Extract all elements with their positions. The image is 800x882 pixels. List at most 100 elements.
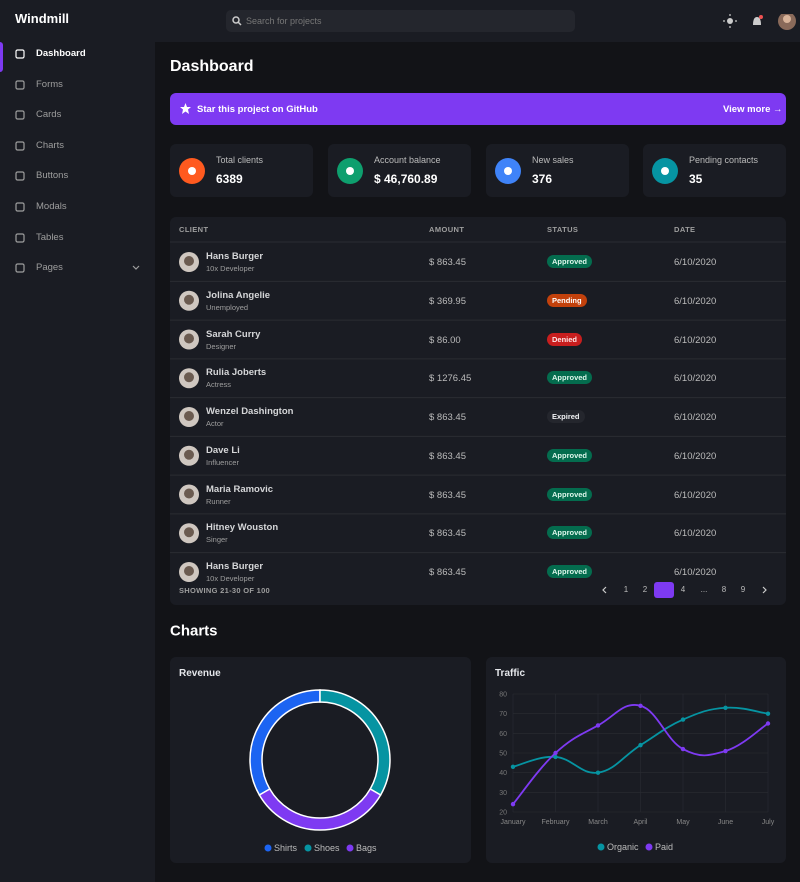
search-box[interactable] <box>226 10 575 32</box>
line-point <box>553 754 558 760</box>
y-tick-label: 60 <box>499 731 507 738</box>
nav-icon <box>15 202 25 212</box>
status-badge: Approved <box>547 487 593 501</box>
client-role: Actor <box>206 419 224 428</box>
nav-item[interactable]: Modals <box>36 201 67 212</box>
stat-value: 6389 <box>216 172 243 186</box>
nav-icon <box>15 110 25 120</box>
date: 6/10/2020 <box>674 489 717 501</box>
status-badge: Approved <box>547 565 593 578</box>
client-role: Influencer <box>206 457 239 467</box>
chevron <box>132 265 140 270</box>
amount: $ 863.45 <box>429 412 466 423</box>
column-header: STATUS <box>547 225 579 234</box>
stat-icon-glyph <box>661 167 669 175</box>
banner-link[interactable]: View more → <box>723 104 783 115</box>
status-badge: Approved <box>547 371 593 385</box>
avatar-face <box>184 488 194 499</box>
y-tick-label: 50 <box>499 751 507 758</box>
avatar-face <box>184 333 194 344</box>
client-name: Wenzel Dashington <box>206 406 294 417</box>
y-tick-label: 30 <box>499 790 507 797</box>
line-point <box>510 801 516 807</box>
amount: $ 1276.45 <box>429 373 472 385</box>
search-icon <box>232 16 242 26</box>
amount: $ 863.45 <box>429 257 466 268</box>
page-button[interactable]: 8 <box>721 585 727 594</box>
nav-item[interactable]: Dashboard <box>36 48 86 59</box>
stat-icon-glyph <box>346 167 354 175</box>
legend-label: Organic <box>607 842 639 852</box>
line-point <box>510 764 516 769</box>
doughnut-segment <box>249 689 321 797</box>
nav-item[interactable]: Buttons <box>36 170 69 181</box>
legend-swatch <box>597 843 605 851</box>
page-next <box>762 586 767 594</box>
date: 6/10/2020 <box>674 295 717 307</box>
avatar-face <box>184 256 194 266</box>
line-point <box>680 717 686 722</box>
nav-item[interactable]: Cards <box>36 109 62 120</box>
status-badge: Denied <box>547 332 583 346</box>
stat-label: Pending contacts <box>689 155 759 165</box>
page-title: Dashboard <box>170 58 254 75</box>
nav-item[interactable]: Pages <box>36 262 63 273</box>
amount: $ 86.00 <box>429 334 461 346</box>
nav-icon <box>15 80 25 90</box>
line-point <box>553 750 558 756</box>
status-badge: Pending <box>547 293 587 307</box>
nav-icon <box>15 263 25 273</box>
client-name: Dave Li <box>206 444 240 456</box>
page-button[interactable]: 4 <box>680 585 686 594</box>
brand[interactable]: Windmill <box>15 11 70 26</box>
y-tick-label: 20 <box>499 810 507 817</box>
x-tick-label: May <box>676 819 690 826</box>
nav-item[interactable]: Tables <box>36 232 64 243</box>
x-tick-label: March <box>588 819 608 826</box>
nav-icon <box>15 141 25 151</box>
column-header: CLIENT <box>179 225 209 234</box>
line-point <box>765 721 771 726</box>
amount: $ 863.45 <box>429 528 466 540</box>
client-name: Jolina Angelie <box>206 289 271 301</box>
nav-icon <box>15 49 25 59</box>
x-tick-label: February <box>541 819 570 826</box>
header-icons[interactable] <box>723 14 800 34</box>
github-banner[interactable] <box>170 93 786 125</box>
stat-label: Account balance <box>374 155 441 165</box>
avatar-face <box>184 294 194 305</box>
nav-item[interactable]: Forms <box>36 79 63 90</box>
date: 6/10/2020 <box>674 334 717 346</box>
active-page <box>654 582 674 598</box>
column-header: DATE <box>674 225 696 234</box>
page-prev <box>602 586 607 594</box>
stat-icon-glyph <box>188 167 196 175</box>
charts-heading: Charts <box>170 622 218 640</box>
avatar-face <box>184 372 194 383</box>
line-point <box>638 703 643 708</box>
date: 6/10/2020 <box>674 257 717 268</box>
legend-label: Shirts <box>274 843 298 853</box>
traffic-title: Traffic <box>495 668 526 679</box>
column-header: AMOUNT <box>429 225 465 234</box>
legend-label: Bags <box>356 843 377 853</box>
line-point <box>595 723 601 728</box>
nav-item[interactable]: Charts <box>36 140 64 151</box>
client-name: Hans Burger <box>206 561 264 572</box>
y-tick-label: 80 <box>499 692 507 699</box>
page-button[interactable]: 9 <box>740 585 746 594</box>
stat-value: 376 <box>532 172 553 186</box>
page-button[interactable]: ... <box>700 585 708 594</box>
stat-value: $ 46,760.89 <box>374 172 438 186</box>
star-icon <box>180 103 191 114</box>
active-indicator <box>0 42 3 72</box>
page-button[interactable]: 1 <box>623 585 629 594</box>
x-tick-label: July <box>762 819 775 826</box>
y-tick-label: 40 <box>499 770 507 777</box>
line-point <box>723 705 728 710</box>
amount: $ 863.45 <box>429 567 466 578</box>
page-button[interactable]: 2 <box>642 585 648 594</box>
client-role: Designer <box>206 341 237 351</box>
